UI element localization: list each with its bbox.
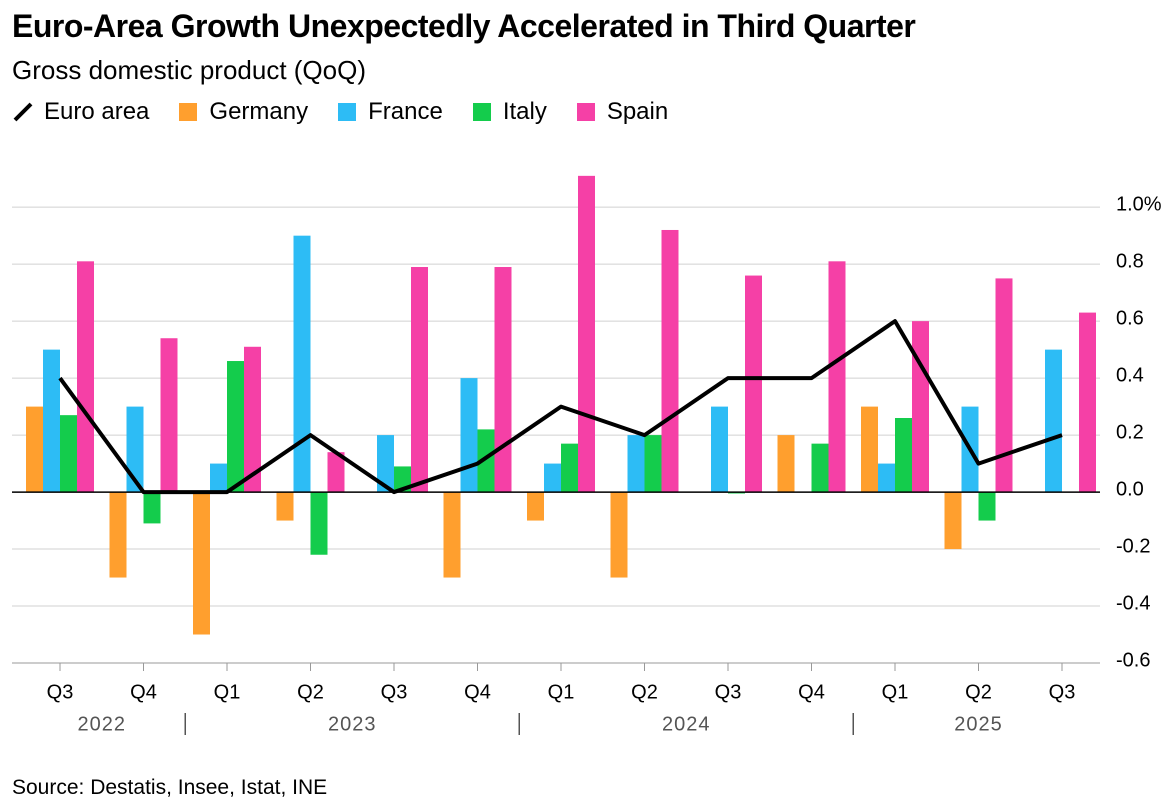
bar [193, 492, 210, 635]
bar [828, 261, 846, 493]
year-label: 2023 [328, 713, 377, 735]
x-tick-label: Q3 [381, 681, 408, 703]
bar [661, 229, 679, 493]
bar [878, 463, 895, 493]
legend-swatch [338, 103, 357, 121]
bar [160, 338, 178, 493]
legend-square [338, 103, 357, 121]
bar [777, 435, 795, 493]
year-label: 2022 [78, 713, 127, 735]
x-tick-label: Q1 [548, 681, 575, 703]
bar [411, 267, 428, 493]
bar [210, 463, 227, 493]
bar [494, 267, 512, 493]
legend-square [179, 103, 198, 121]
x-tick-label: Q3 [47, 681, 74, 703]
bar [978, 492, 996, 521]
bar [276, 492, 294, 521]
y-tick-label: 0.6 [1116, 307, 1144, 329]
legend-swatch [472, 103, 491, 121]
x-tick-label: Q1 [214, 681, 241, 703]
bar [861, 406, 878, 493]
legend-item: Italy [471, 98, 547, 126]
legend-label: Germany [209, 98, 309, 125]
bar [227, 361, 244, 493]
legend-swatch [13, 102, 33, 122]
bar [610, 492, 628, 578]
x-tick-label: Q3 [1049, 681, 1076, 703]
legend-item: Euro area [12, 98, 149, 126]
legend-swatch [576, 103, 595, 121]
legend-label: Spain [606, 98, 669, 125]
bar [578, 175, 595, 493]
chart: 1.0% 0.8 0.6 0.4 0.2 0.0 -0.2 -0.4 -0.6 Q3 Q4 Q1 Q2 Q… [12, 175, 1162, 735]
bar [26, 406, 43, 493]
legend-label: Euro area [44, 98, 150, 125]
x-tick-label: Q1 [882, 681, 909, 703]
bar [944, 492, 962, 550]
y-tick-label: -0.2 [1116, 535, 1150, 557]
x-tick-label: Q2 [631, 681, 658, 703]
bar [327, 452, 345, 493]
legend-label: Italy [502, 98, 547, 125]
bar [77, 261, 94, 493]
legend-square [576, 103, 595, 121]
bar [527, 492, 544, 521]
year-label: 2024 [662, 713, 711, 735]
x-tick-label: Q3 [715, 681, 742, 703]
legend-item: Spain [575, 98, 668, 126]
legend-square [472, 103, 491, 121]
legend: Euro area Germany France Italy Spain [12, 98, 915, 126]
y-tick-label: 0.2 [1116, 421, 1144, 443]
bar [109, 492, 127, 578]
year-label: 2025 [954, 713, 1003, 735]
bar [43, 349, 60, 493]
y-tick-label: 0.0 [1116, 478, 1144, 500]
bar [912, 321, 929, 493]
x-tick-label: Q4 [464, 681, 491, 703]
legend-swatch [179, 103, 198, 121]
bar [995, 278, 1013, 493]
legend-label: France [368, 98, 443, 125]
bar [627, 435, 645, 493]
y-tick-label: -0.4 [1116, 592, 1150, 614]
bar [644, 435, 662, 493]
bar [460, 378, 478, 493]
chart-subtitle: Gross domestic product (QoQ) [12, 55, 366, 85]
line [58, 319, 1063, 495]
bar [1079, 312, 1096, 493]
bar [126, 406, 144, 493]
bar [244, 346, 261, 493]
bar [477, 429, 495, 493]
bar [811, 443, 829, 493]
bar [711, 406, 728, 493]
y-tick-label: 1.0% [1116, 193, 1162, 215]
x-tick-label: Q2 [965, 681, 992, 703]
bar [310, 492, 328, 555]
x-tick-label: Q4 [798, 681, 825, 703]
x-tick-label: Q2 [297, 681, 324, 703]
x-tick-label: Q4 [130, 681, 157, 703]
legend-item: France [336, 98, 443, 126]
header: Euro-Area Growth Unexpectedly Accelerate… [12, 8, 916, 126]
source-note: Source: Destatis, Insee, Istat, INE [12, 776, 328, 799]
y-tick-label: 0.4 [1116, 364, 1144, 386]
bar [377, 435, 394, 493]
legend-item: Germany [177, 98, 308, 126]
bar [561, 443, 578, 493]
bar [143, 492, 161, 524]
bar [895, 418, 912, 493]
bar [60, 415, 77, 493]
bar [443, 492, 461, 578]
y-tick-label: 0.8 [1116, 250, 1144, 272]
bar [745, 275, 762, 493]
legend-line [13, 102, 33, 122]
bar [293, 235, 311, 493]
y-tick-label: -0.6 [1116, 649, 1150, 671]
bar [1045, 349, 1062, 493]
chart-title: Euro-Area Growth Unexpectedly Accelerate… [12, 8, 916, 44]
bar [544, 463, 561, 493]
